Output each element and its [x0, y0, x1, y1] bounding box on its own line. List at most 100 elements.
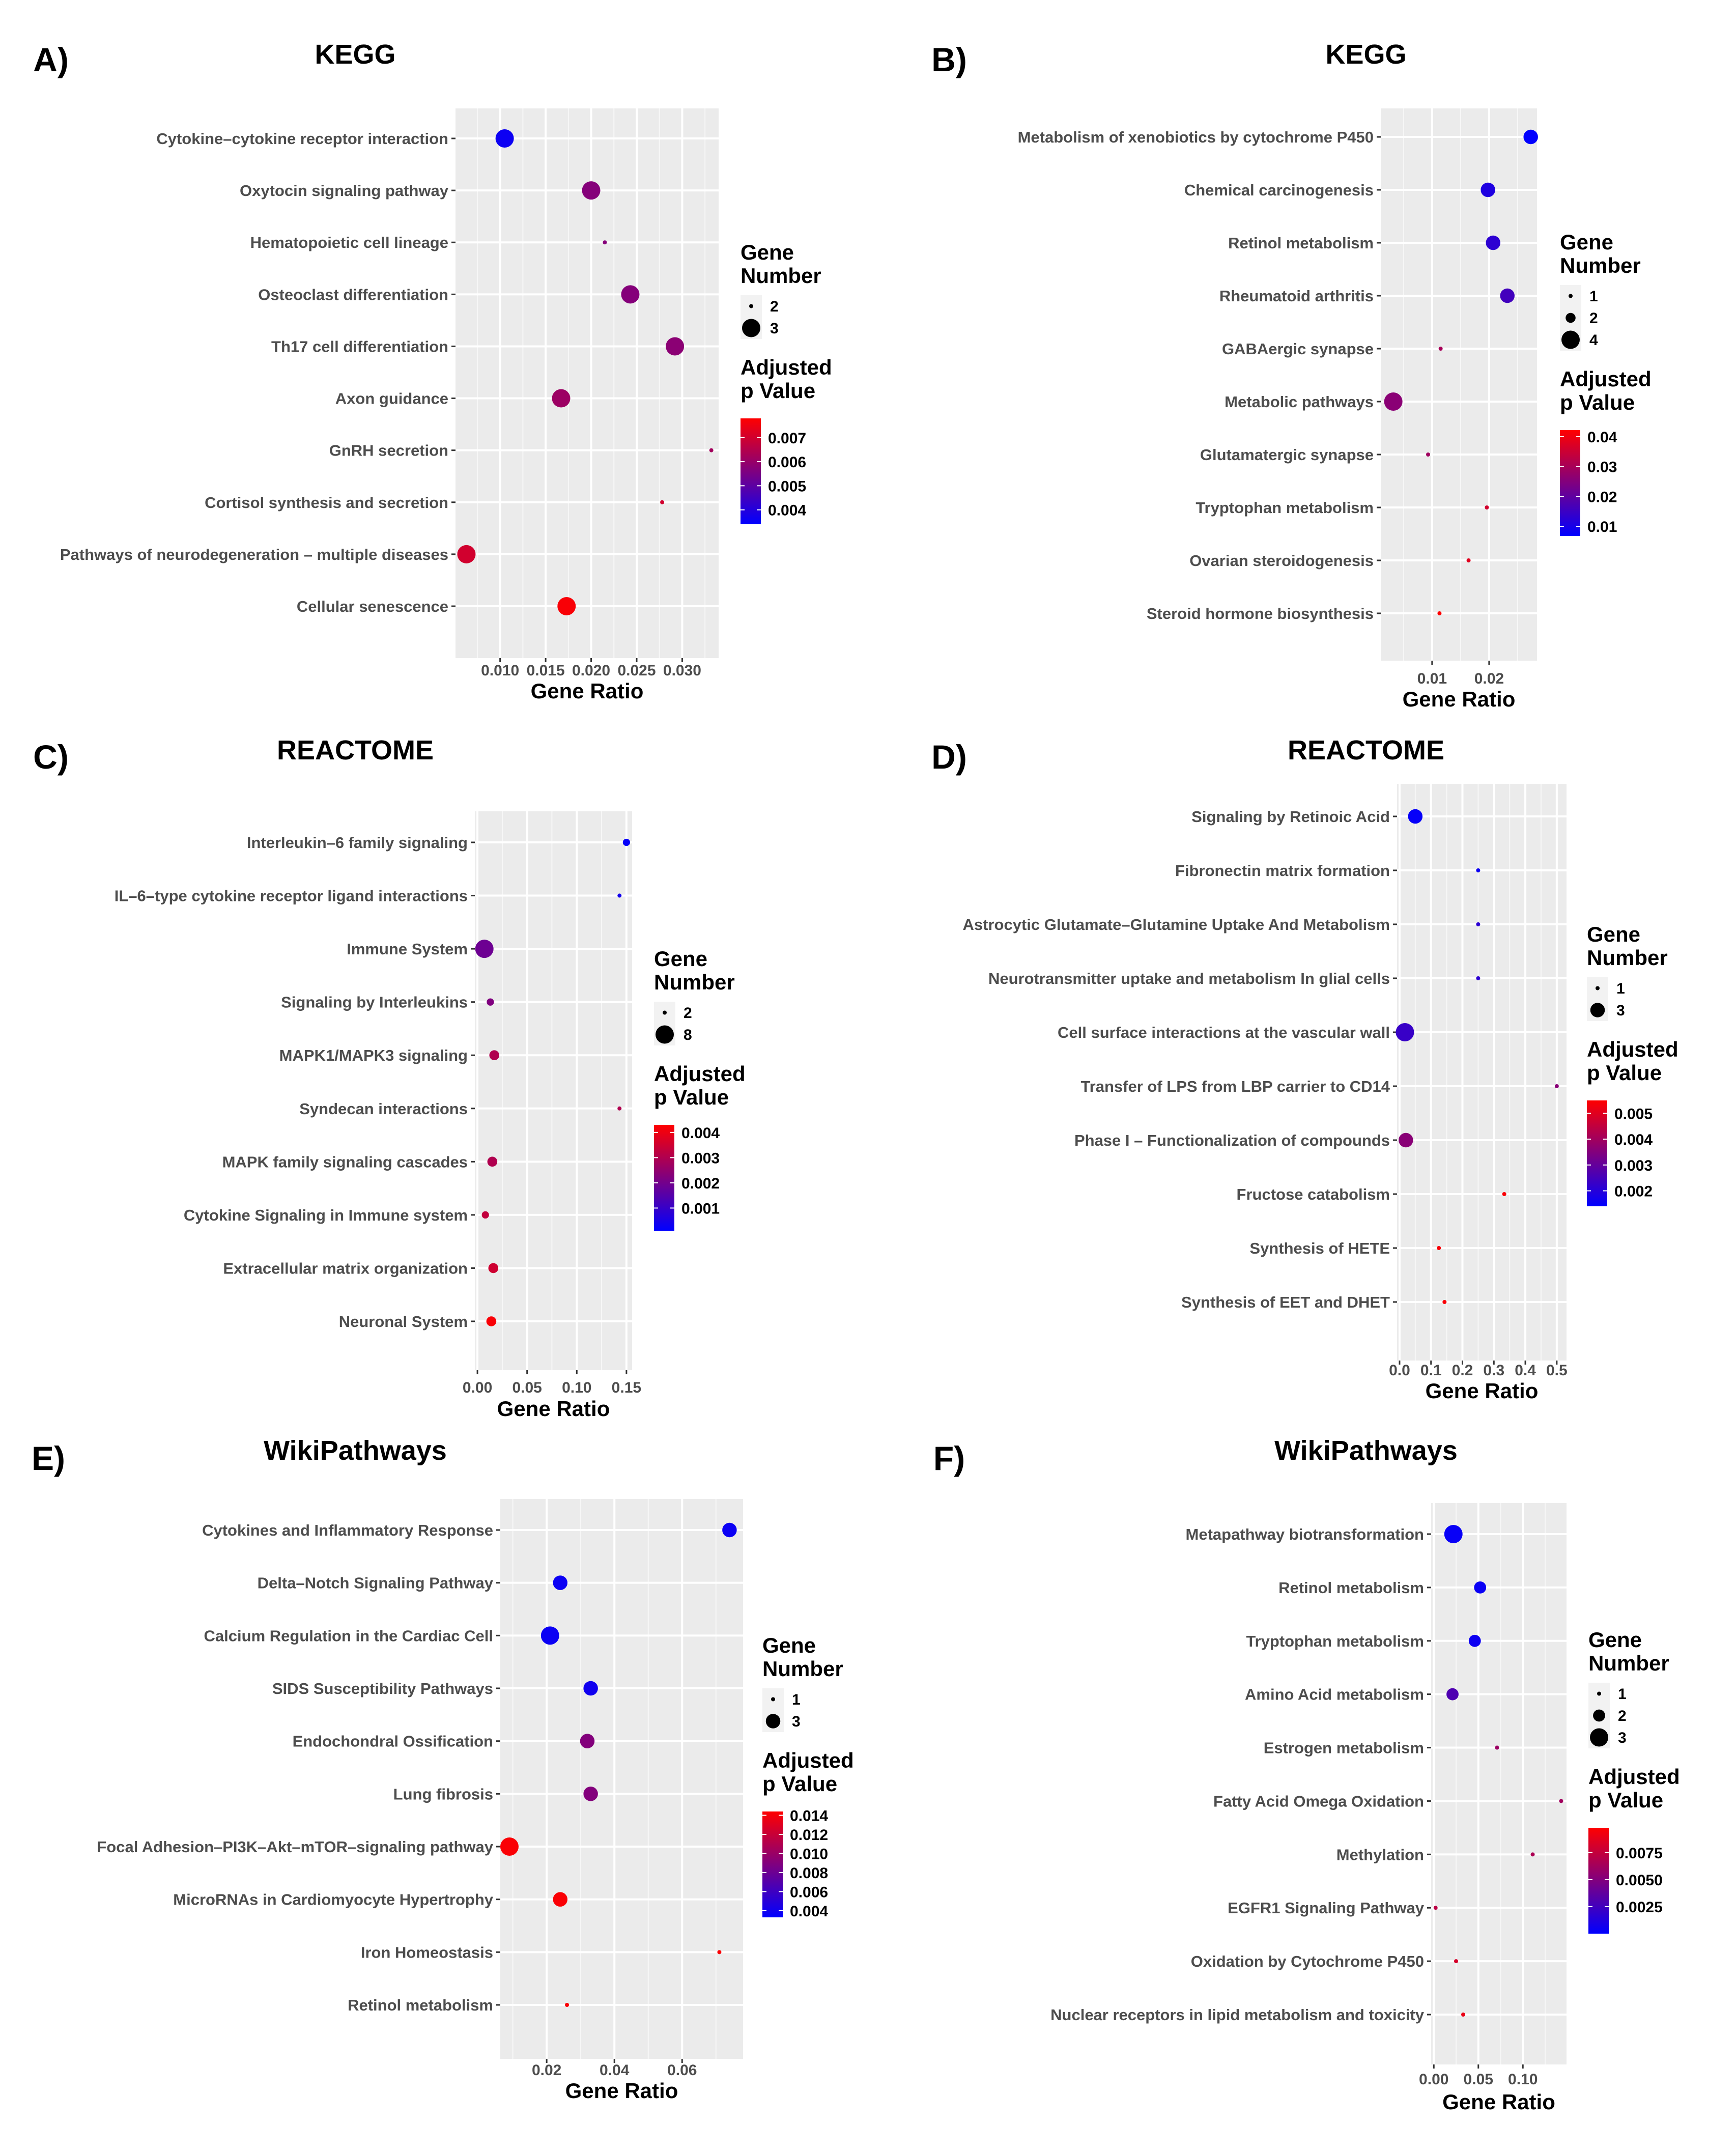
size-legend-title: Number: [654, 970, 735, 994]
size-legend-label: 3: [770, 320, 779, 337]
size-legend-label: 4: [1589, 332, 1598, 349]
size-legend-label: 1: [792, 1691, 801, 1708]
colorbar-tick-label: 0.04: [1587, 429, 1617, 446]
panel-label: D): [931, 738, 967, 776]
size-legend-dot: [656, 1025, 674, 1044]
data-point: [489, 1050, 500, 1061]
data-point: [487, 1156, 498, 1167]
size-legend-label: 3: [1616, 1002, 1625, 1019]
y-tick-label: Delta–Notch Signaling Pathway: [258, 1574, 494, 1592]
y-tick-label: Chemical carcinogenesis: [1184, 181, 1374, 199]
data-point: [580, 1734, 595, 1748]
size-legend-title: Gene: [1560, 230, 1613, 254]
size-legend-label: 3: [792, 1713, 801, 1730]
data-point: [1486, 235, 1500, 250]
size-legend-label: 1: [1616, 980, 1625, 997]
y-tick-label: Fructose catabolism: [1237, 1185, 1390, 1203]
plot-title: REACTOME: [277, 735, 434, 766]
y-tick-label: Retinol metabolism: [348, 1996, 493, 2014]
size-legend-dot: [771, 1697, 775, 1702]
panel-label: B): [931, 41, 967, 78]
y-tick-label: Glutamatergic synapse: [1200, 446, 1374, 464]
data-point: [717, 1950, 722, 1955]
y-tick-label: Cortisol synthesis and secretion: [205, 494, 448, 512]
y-tick-label: GnRH secretion: [329, 442, 448, 460]
colorbar-tick-label: 0.002: [1614, 1183, 1653, 1200]
y-tick-label: Oxytocin signaling pathway: [240, 182, 449, 200]
data-point: [666, 337, 685, 356]
y-tick-label: Pathways of neurodegeneration – multiple…: [60, 546, 448, 563]
panel-label: A): [33, 41, 69, 78]
x-axis-title: Gene Ratio: [565, 2079, 678, 2103]
data-point: [603, 240, 607, 245]
size-legend-dot: [749, 304, 753, 308]
x-tick-label: 0.4: [1515, 1362, 1536, 1379]
panel-label: F): [933, 1439, 965, 1477]
plot-title: KEGG: [315, 39, 395, 70]
data-point: [565, 2003, 570, 2007]
data-point: [660, 500, 665, 504]
y-tick-label: GABAergic synapse: [1222, 340, 1374, 358]
color-legend-title: p Value: [1588, 1788, 1663, 1812]
data-point: [1554, 1084, 1559, 1088]
x-tick-label: 0.02: [532, 2062, 561, 2079]
plot-title: KEGG: [1325, 39, 1406, 70]
y-tick-label: Amino Acid metabolism: [1245, 1686, 1424, 1704]
size-legend-title: Number: [1560, 253, 1641, 277]
y-tick-label: Th17 cell differentiation: [271, 337, 448, 355]
panel-label: C): [33, 738, 69, 776]
data-point: [475, 940, 494, 958]
y-tick-label: Nuclear receptors in lipid metabolism an…: [1050, 2006, 1425, 2024]
y-tick-label: MicroRNAs in Cardiomyocyte Hypertrophy: [173, 1891, 493, 1909]
y-tick-label: Cell surface interactions at the vascula…: [1058, 1024, 1390, 1041]
plot-background: [475, 811, 632, 1370]
colorbar-tick-label: 0.006: [768, 454, 806, 471]
colorbar: [654, 1125, 674, 1231]
size-legend-title: Gene: [741, 240, 794, 264]
y-tick-label: Hematopoietic cell lineage: [250, 234, 448, 251]
data-point: [1454, 1959, 1458, 1964]
x-tick-label: 0.030: [663, 662, 701, 679]
colorbar-tick-label: 0.0025: [1616, 1899, 1663, 1916]
colorbar: [762, 1811, 783, 1917]
plot-background: [1381, 108, 1537, 661]
data-point: [553, 1575, 568, 1590]
colorbar-tick-label: 0.002: [681, 1175, 720, 1192]
y-tick-label: Axon guidance: [335, 390, 448, 408]
colorbar-tick-label: 0.0075: [1616, 1845, 1663, 1862]
size-legend-title: Gene: [762, 1633, 816, 1657]
y-tick-label: Calcium Regulation in the Cardiac Cell: [204, 1627, 493, 1645]
data-point: [1384, 392, 1403, 411]
x-tick-label: 0.01: [1417, 670, 1447, 687]
y-tick-label: Neuronal System: [339, 1313, 468, 1330]
y-tick-label: Immune System: [347, 940, 468, 958]
x-tick-label: 0.015: [527, 662, 565, 679]
colorbar-tick-label: 0.008: [790, 1865, 828, 1882]
x-tick-label: 0.5: [1546, 1362, 1568, 1379]
y-tick-label: Signaling by Interleukins: [281, 994, 468, 1011]
data-point: [481, 1211, 489, 1219]
y-tick-label: Synthesis of HETE: [1249, 1239, 1390, 1257]
x-tick-label: 0.06: [667, 2062, 697, 2079]
color-legend-title: p Value: [1560, 390, 1635, 414]
size-legend-dot: [1590, 1728, 1608, 1747]
data-point: [617, 893, 622, 898]
x-tick-label: 0.10: [1508, 2071, 1538, 2088]
data-point: [1442, 1300, 1447, 1304]
data-point: [709, 448, 714, 452]
data-point: [583, 1787, 598, 1801]
data-point: [495, 129, 514, 148]
data-point: [1396, 1023, 1414, 1041]
data-point: [1461, 2013, 1465, 2017]
y-tick-label: Iron Homeostasis: [361, 1943, 493, 1961]
colorbar-tick-label: 0.003: [681, 1150, 720, 1167]
size-legend-label: 8: [684, 1027, 692, 1043]
data-point: [1476, 976, 1481, 980]
color-legend-title: p Value: [1587, 1061, 1662, 1085]
colorbar-tick-label: 0.02: [1587, 489, 1617, 505]
x-tick-label: 0.025: [617, 662, 656, 679]
